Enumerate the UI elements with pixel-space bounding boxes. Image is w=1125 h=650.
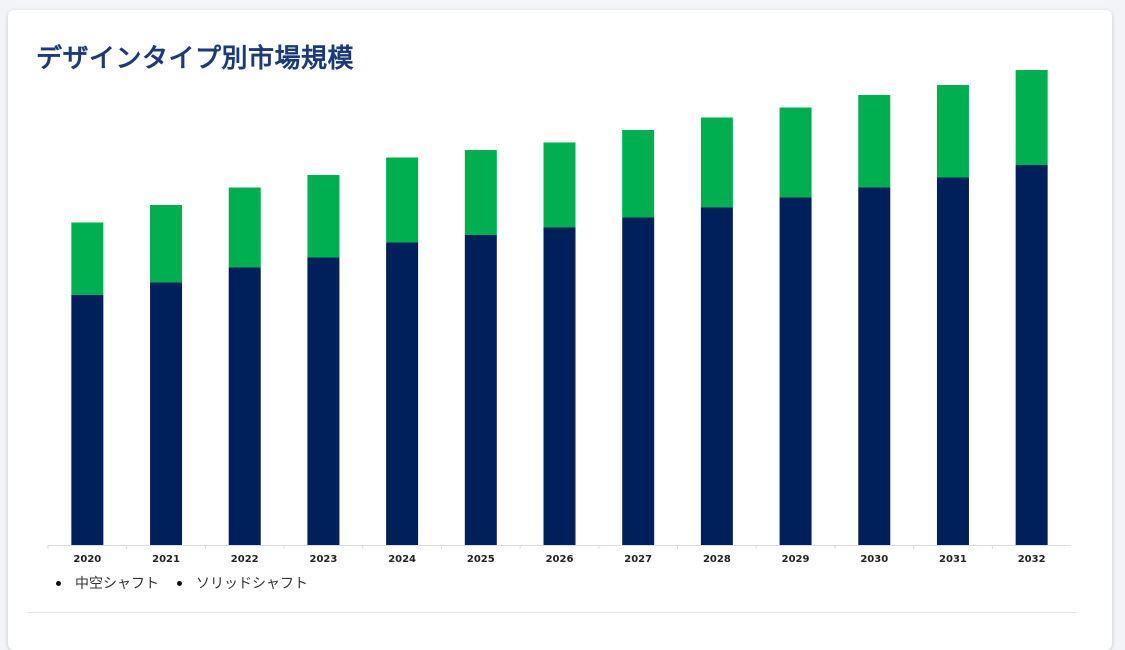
bar-solid-2020[interactable] bbox=[71, 222, 104, 296]
bar-solid-2022[interactable] bbox=[228, 187, 261, 268]
x-tick-label: 2030 bbox=[860, 554, 888, 565]
x-tick-label: 2029 bbox=[782, 554, 810, 565]
bar-solid-2026[interactable] bbox=[543, 142, 576, 228]
bar-solid-2028[interactable] bbox=[700, 117, 733, 208]
chart-legend: 中空シャフト ソリッドシャフト bbox=[56, 573, 308, 593]
bar-hollow-2020[interactable] bbox=[71, 295, 104, 545]
x-tick-label: 2020 bbox=[73, 554, 101, 565]
bar-hollow-2030[interactable] bbox=[858, 187, 891, 546]
bar-solid-2027[interactable] bbox=[622, 130, 655, 218]
x-tick-label: 2023 bbox=[310, 554, 338, 565]
legend-label: 中空シャフト bbox=[75, 576, 159, 592]
stacked-bar-chart: 2020 2021 2022 2023 2024 2025 2026 2027 2028 2029… bbox=[47, 70, 1071, 565]
page-title: デザインタイプ別市場規模 bbox=[36, 44, 355, 74]
bar-hollow-2026[interactable] bbox=[543, 227, 576, 546]
legend-label: ソリッドシャフト bbox=[196, 576, 308, 592]
divider bbox=[28, 612, 1076, 613]
bar-solid-2030[interactable] bbox=[858, 95, 891, 188]
legend-item-solid-shaft[interactable]: ソリッドシャフト bbox=[177, 573, 308, 593]
x-tick-label: 2032 bbox=[1018, 554, 1046, 565]
bar-solid-2032[interactable] bbox=[1015, 70, 1048, 165]
bullet-icon bbox=[56, 580, 61, 586]
x-tick-label: 2031 bbox=[939, 554, 967, 565]
bar-hollow-2025[interactable] bbox=[464, 235, 497, 545]
bullet-icon bbox=[177, 580, 182, 586]
bar-solid-2029[interactable] bbox=[779, 107, 812, 198]
x-tick-label: 2026 bbox=[546, 554, 574, 565]
x-tick-label: 2024 bbox=[388, 554, 416, 565]
x-tick-label: 2021 bbox=[152, 554, 180, 565]
bar-hollow-2022[interactable] bbox=[228, 267, 261, 546]
bar-hollow-2027[interactable] bbox=[622, 217, 655, 546]
bar-hollow-2028[interactable] bbox=[700, 207, 733, 546]
bar-solid-2023[interactable] bbox=[307, 175, 340, 258]
x-tick-label: 2025 bbox=[467, 554, 495, 565]
bar-hollow-2021[interactable] bbox=[150, 282, 183, 546]
bar-hollow-2024[interactable] bbox=[386, 242, 419, 546]
bar-hollow-2029[interactable] bbox=[779, 197, 812, 546]
bar-solid-2024[interactable] bbox=[386, 157, 419, 243]
bar-solid-2031[interactable] bbox=[936, 85, 969, 178]
x-tick-label: 2022 bbox=[231, 554, 259, 565]
bar-solid-2021[interactable] bbox=[150, 205, 183, 283]
x-tick-label: 2027 bbox=[624, 554, 652, 565]
bar-hollow-2023[interactable] bbox=[307, 257, 340, 546]
legend-item-hollow-shaft[interactable]: 中空シャフト bbox=[56, 573, 159, 593]
bar-solid-2025[interactable] bbox=[464, 150, 497, 235]
bar-hollow-2031[interactable] bbox=[936, 177, 969, 546]
bar-hollow-2032[interactable] bbox=[1015, 165, 1048, 545]
x-tick-label: 2028 bbox=[703, 554, 731, 565]
